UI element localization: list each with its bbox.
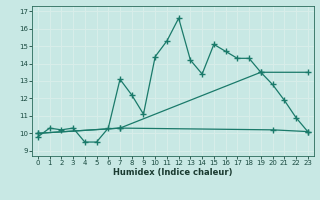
X-axis label: Humidex (Indice chaleur): Humidex (Indice chaleur)	[113, 168, 233, 177]
